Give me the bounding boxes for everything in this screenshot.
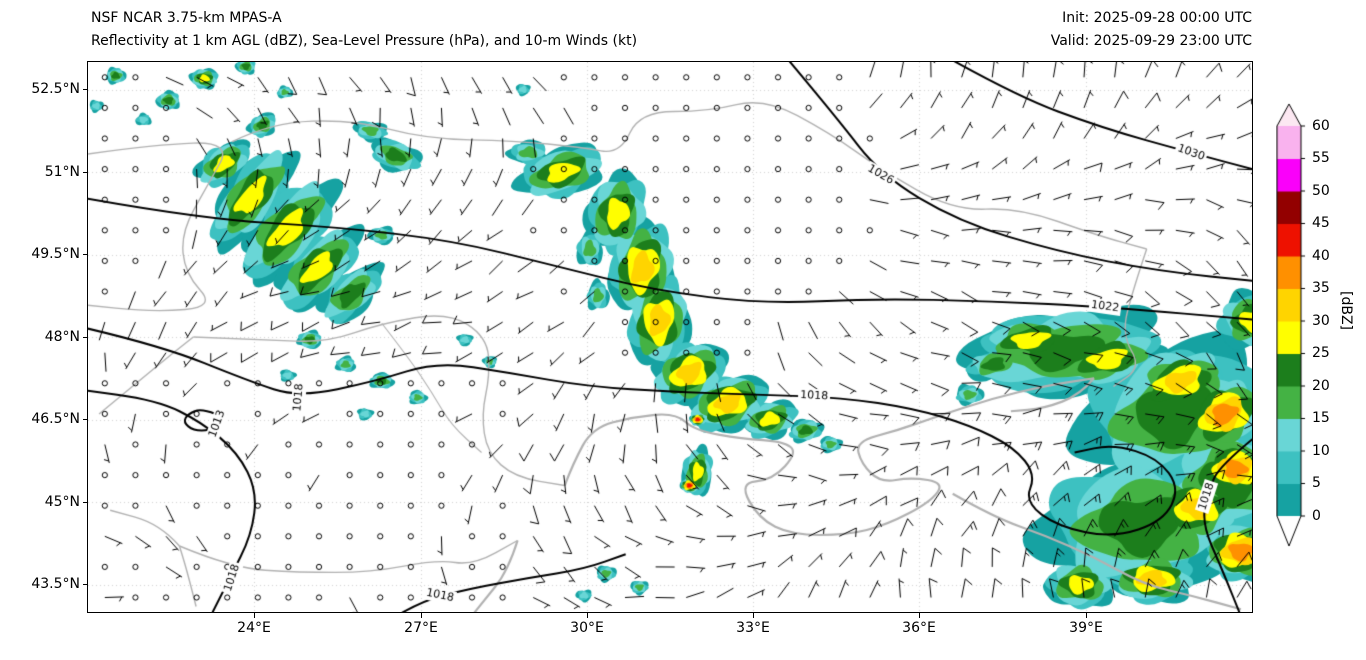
lon-tick-label: 30°E <box>570 620 604 636</box>
colorbar-tick-label: 25 <box>1312 345 1330 361</box>
lat-tick-mark <box>83 502 88 503</box>
colorbar-tick-label: 20 <box>1312 378 1330 394</box>
colorbar-tick-label: 5 <box>1312 475 1321 491</box>
lat-tick-label: 43.5°N <box>31 576 80 592</box>
colorbar-tick-label: 10 <box>1312 443 1330 459</box>
lat-tick-label: 48°N <box>44 329 80 345</box>
lat-tick-mark <box>83 172 88 173</box>
colorbar-tick-label: 35 <box>1312 280 1330 296</box>
lon-tick-label: 39°E <box>1069 620 1103 636</box>
lon-tick-label: 24°E <box>237 620 271 636</box>
lat-tick-label: 49.5°N <box>31 246 80 262</box>
colorbar-tick-label: 60 <box>1312 118 1330 134</box>
lon-tick-label: 33°E <box>736 620 770 636</box>
lon-tick-mark <box>587 613 588 618</box>
lon-tick-mark <box>254 613 255 618</box>
weather-map-canvas <box>88 62 1252 612</box>
time-block: Init: 2025-09-28 00:00 UTC Valid: 2025-0… <box>1000 7 1252 53</box>
lon-tick-mark <box>421 613 422 618</box>
lat-tick-label: 51°N <box>44 164 80 180</box>
lat-tick-mark <box>83 419 88 420</box>
colorbar <box>1276 100 1306 552</box>
lon-tick-label: 27°E <box>404 620 438 636</box>
colorbar-tick-label: 45 <box>1312 215 1330 231</box>
lon-tick-mark <box>753 613 754 618</box>
title-block: NSF NCAR 3.75-km MPAS-A Reflectivity at … <box>91 7 637 53</box>
lat-tick-mark <box>83 584 88 585</box>
lon-tick-mark <box>919 613 920 618</box>
colorbar-tick-label: 0 <box>1312 508 1321 524</box>
colorbar-tick-label: 50 <box>1312 183 1330 199</box>
lat-tick-mark <box>83 337 88 338</box>
lat-tick-label: 45°N <box>44 494 80 510</box>
lon-tick-mark <box>1086 613 1087 618</box>
model-name: NSF NCAR 3.75-km MPAS-A <box>91 10 282 26</box>
colorbar-tick-label: 55 <box>1312 150 1330 166</box>
lon-tick-label: 36°E <box>902 620 936 636</box>
colorbar-tick-label: 40 <box>1312 248 1330 264</box>
colorbar-tick-label: 15 <box>1312 410 1330 426</box>
valid-time: Valid: 2025-09-29 23:00 UTC <box>1050 33 1252 49</box>
lat-tick-label: 52.5°N <box>31 81 80 97</box>
map-plot-area <box>87 61 1253 613</box>
product-description: Reflectivity at 1 km AGL (dBZ), Sea-Leve… <box>91 33 638 49</box>
init-time: Init: 2025-09-28 00:00 UTC <box>1062 10 1252 26</box>
lat-tick-label: 46.5°N <box>31 411 80 427</box>
lat-tick-mark <box>83 254 88 255</box>
lat-tick-mark <box>83 89 88 90</box>
colorbar-tick-label: 30 <box>1312 313 1330 329</box>
colorbar-units-label: [dBZ] <box>1338 291 1354 331</box>
